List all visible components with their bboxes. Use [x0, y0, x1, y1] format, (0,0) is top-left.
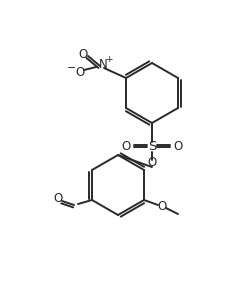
Text: +: + — [105, 55, 112, 64]
Text: O: O — [53, 193, 62, 206]
Text: O: O — [121, 140, 130, 153]
Text: O: O — [78, 47, 87, 60]
Text: O: O — [173, 140, 182, 153]
Text: O: O — [75, 66, 84, 78]
Text: O: O — [147, 156, 156, 170]
Text: O: O — [157, 199, 166, 212]
Text: S: S — [147, 140, 155, 153]
Text: −: − — [67, 63, 76, 73]
Text: N: N — [98, 58, 107, 72]
